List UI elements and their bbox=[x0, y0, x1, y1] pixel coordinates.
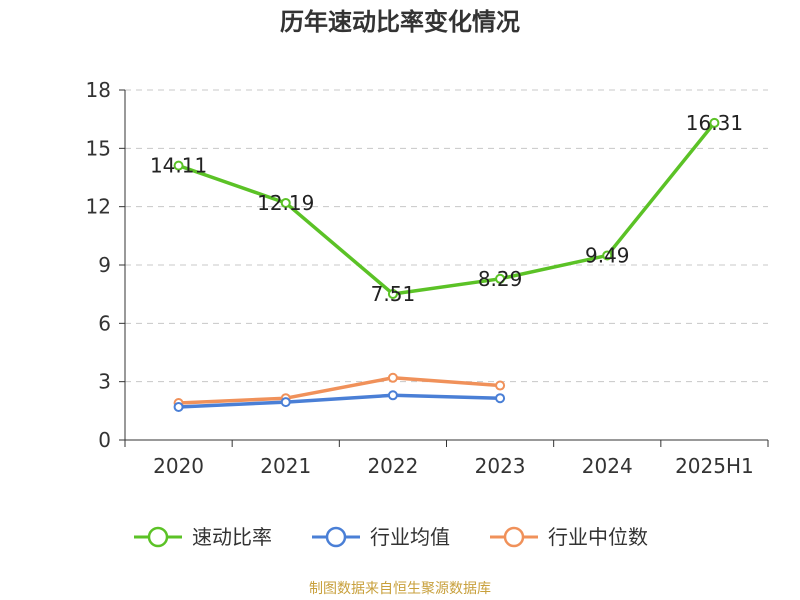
y-tick-label: 12 bbox=[86, 195, 111, 219]
data-label: 12.19 bbox=[257, 191, 314, 215]
data-point bbox=[495, 393, 506, 404]
series-lines bbox=[173, 117, 720, 412]
y-tick-label: 6 bbox=[98, 311, 111, 335]
data-point bbox=[709, 117, 720, 128]
legend-marker-circle bbox=[325, 526, 347, 548]
y-tick-label: 18 bbox=[86, 78, 111, 102]
data-label: 9.49 bbox=[585, 243, 630, 267]
data-label: 14.11 bbox=[150, 154, 207, 178]
series-line bbox=[176, 393, 502, 409]
y-tick-label: 15 bbox=[86, 136, 111, 160]
x-tick-label: 2025H1 bbox=[675, 454, 754, 478]
series-line bbox=[176, 376, 502, 405]
data-label: 8.29 bbox=[478, 267, 523, 291]
data-point bbox=[495, 273, 506, 284]
legend-label: 速动比率 bbox=[192, 525, 272, 549]
data-labels: 14.11 12.19 7.51 8.29 9.49 16.31 bbox=[150, 111, 743, 306]
legend-label: 行业均值 bbox=[370, 525, 450, 549]
y-tick-label: 0 bbox=[98, 428, 111, 452]
y-tick-label: 3 bbox=[98, 370, 111, 394]
source-note: 制图数据来自恒生聚源数据库 bbox=[309, 581, 491, 597]
axes: 0 3 6 9 12 15 18 2020 2021 2022 2023 2024 2025H1 bbox=[86, 78, 769, 478]
x-tick-label: 2020 bbox=[153, 454, 204, 478]
data-point bbox=[387, 390, 398, 401]
x-tick-label: 2023 bbox=[475, 454, 526, 478]
data-point bbox=[280, 197, 291, 208]
data-label: 7.51 bbox=[371, 282, 416, 306]
data-point bbox=[173, 401, 184, 412]
data-point bbox=[495, 380, 506, 391]
data-label: 16.31 bbox=[686, 111, 743, 135]
data-point bbox=[387, 288, 398, 299]
y-tick-label: 9 bbox=[98, 253, 111, 277]
legend-marker-circle bbox=[503, 526, 525, 548]
grid-lines bbox=[125, 89, 768, 383]
data-point bbox=[280, 397, 291, 408]
x-tick-label: 2021 bbox=[260, 454, 311, 478]
chart-title: 历年速动比率变化情况 bbox=[280, 8, 520, 36]
legend-label: 行业中位数 bbox=[548, 525, 648, 549]
data-point bbox=[387, 372, 398, 383]
legend-marker-circle bbox=[147, 526, 169, 548]
x-tick-label: 2022 bbox=[367, 454, 418, 478]
data-point bbox=[602, 250, 613, 261]
legend: 速动比率 行业均值 行业中位数 bbox=[134, 525, 648, 549]
series-line bbox=[176, 121, 717, 296]
x-tick-label: 2024 bbox=[582, 454, 633, 478]
data-point bbox=[173, 160, 184, 171]
